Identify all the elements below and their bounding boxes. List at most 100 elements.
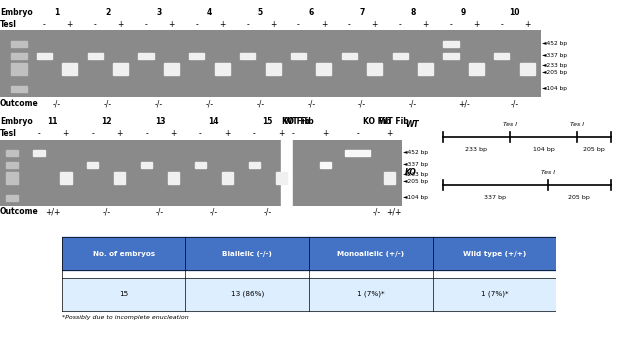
Bar: [6, 195, 18, 201]
Text: Monoallelic (+/-): Monoallelic (+/-): [337, 251, 404, 257]
Text: -/-: -/-: [307, 99, 315, 108]
Bar: [88, 53, 103, 59]
Text: +/+: +/+: [386, 207, 402, 216]
Text: +: +: [168, 20, 175, 29]
Bar: [168, 172, 179, 178]
Bar: [316, 63, 331, 68]
Text: 3: 3: [156, 8, 161, 17]
Bar: [6, 178, 18, 184]
Text: 8: 8: [410, 8, 415, 17]
Text: -: -: [94, 20, 96, 29]
Bar: [316, 69, 331, 75]
Text: -: -: [253, 129, 256, 138]
Text: -/-: -/-: [104, 99, 112, 108]
Bar: [114, 172, 125, 178]
Text: ◄233 bp: ◄233 bp: [542, 63, 567, 68]
Text: TesI: TesI: [0, 129, 17, 138]
Bar: [342, 53, 357, 59]
Text: -: -: [292, 129, 295, 138]
Text: +: +: [62, 129, 69, 138]
Text: ◄104 bp: ◄104 bp: [402, 195, 428, 200]
Text: +: +: [219, 20, 226, 29]
Bar: [222, 172, 233, 178]
Bar: [11, 86, 27, 92]
Bar: [214, 63, 230, 68]
Text: +: +: [371, 20, 378, 29]
Text: +: +: [224, 129, 231, 138]
Text: +: +: [321, 20, 327, 29]
Text: ◄205 bp: ◄205 bp: [402, 179, 428, 184]
Text: +: +: [117, 20, 124, 29]
Bar: [114, 178, 125, 184]
Bar: [87, 162, 98, 168]
Text: ◄233 bp: ◄233 bp: [402, 172, 428, 177]
Text: -: -: [450, 20, 452, 29]
Bar: [320, 162, 331, 168]
Bar: [33, 150, 44, 156]
Text: -/-: -/-: [256, 99, 265, 108]
Text: 6: 6: [308, 8, 314, 17]
Text: +: +: [422, 20, 429, 29]
Text: Biallelic (-/-): Biallelic (-/-): [222, 251, 272, 257]
Text: +: +: [67, 20, 73, 29]
Bar: [293, 140, 402, 206]
Text: -/-: -/-: [210, 207, 218, 216]
Bar: [469, 63, 484, 68]
Bar: [62, 237, 185, 270]
Bar: [276, 178, 287, 184]
Bar: [164, 69, 179, 75]
Bar: [248, 162, 260, 168]
Text: 7: 7: [359, 8, 365, 17]
Text: Outcome: Outcome: [0, 207, 39, 216]
Bar: [384, 178, 396, 184]
Text: -/-: -/-: [156, 207, 164, 216]
Bar: [367, 63, 383, 68]
Text: 205 bp: 205 bp: [569, 195, 590, 200]
Text: 12: 12: [101, 117, 111, 126]
Bar: [266, 69, 281, 75]
Text: -/-: -/-: [102, 207, 110, 216]
Text: KO: KO: [405, 168, 417, 177]
Text: +: +: [322, 129, 329, 138]
Bar: [520, 69, 535, 75]
Text: -/-: -/-: [373, 207, 381, 216]
Bar: [11, 53, 27, 59]
Text: -/-: -/-: [53, 99, 61, 108]
Text: 9: 9: [461, 8, 467, 17]
Text: Tes I: Tes I: [570, 122, 584, 127]
Bar: [62, 69, 77, 75]
Text: -: -: [247, 20, 249, 29]
Text: -: -: [501, 20, 503, 29]
Bar: [11, 63, 27, 68]
Text: -: -: [297, 20, 300, 29]
Text: 104 bp: 104 bp: [533, 147, 554, 152]
Text: Wild type (+/+): Wild type (+/+): [463, 251, 526, 257]
Bar: [168, 178, 179, 184]
Bar: [309, 277, 433, 311]
Text: 233 bp: 233 bp: [465, 147, 487, 152]
Bar: [195, 162, 206, 168]
Text: -: -: [145, 20, 147, 29]
Bar: [367, 69, 383, 75]
Text: ◄452 bp: ◄452 bp: [542, 41, 567, 46]
Bar: [222, 178, 233, 184]
Text: KO Fib: KO Fib: [363, 117, 391, 126]
Bar: [214, 69, 230, 75]
Text: -: -: [43, 20, 46, 29]
Bar: [384, 172, 396, 178]
Bar: [60, 172, 72, 178]
Text: 205 bp: 205 bp: [583, 147, 605, 152]
Text: No. of embryos: No. of embryos: [93, 251, 154, 257]
Text: Outcome: Outcome: [0, 99, 39, 108]
Bar: [189, 53, 205, 59]
Bar: [291, 53, 306, 59]
Text: TesI: TesI: [0, 20, 17, 29]
Bar: [266, 63, 281, 68]
Text: WT: WT: [405, 120, 418, 129]
Text: -/-: -/-: [205, 99, 214, 108]
Bar: [345, 150, 370, 156]
Bar: [60, 178, 72, 184]
Text: -/-: -/-: [408, 99, 417, 108]
Text: 10: 10: [509, 8, 520, 17]
Text: 337 bp: 337 bp: [484, 195, 506, 200]
